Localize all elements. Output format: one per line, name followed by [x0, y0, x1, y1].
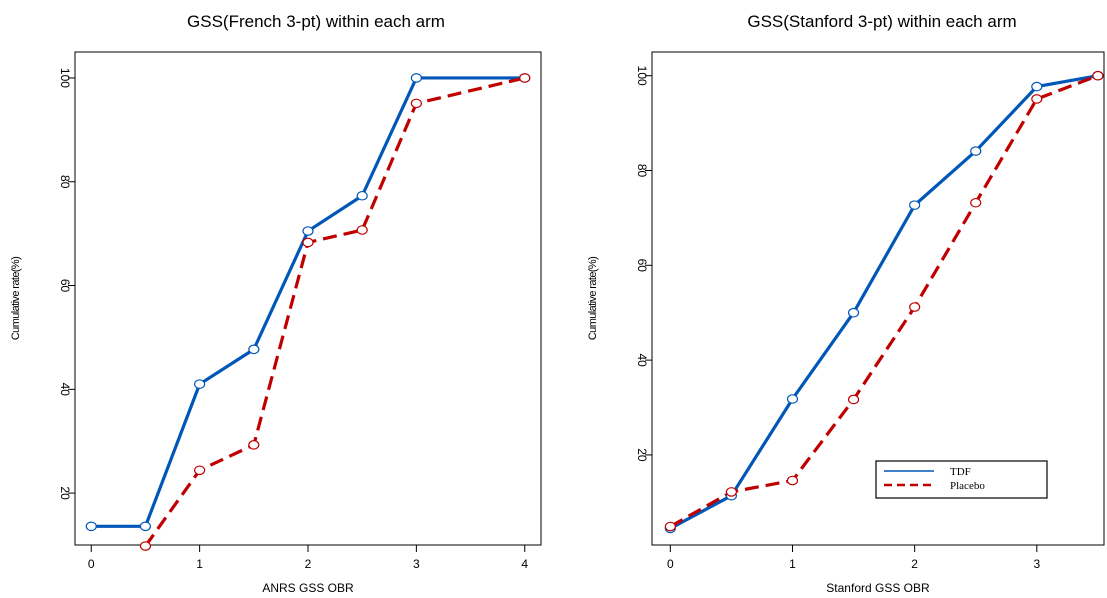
chart-panel-2: GSS(Stanford 3-pt) within each arm 0 1 2 3 20…	[587, 12, 1105, 595]
data-point-tdf	[139, 521, 152, 532]
legend: TDF Placebo	[875, 460, 1048, 499]
x-tick-label: 3	[1033, 557, 1040, 571]
series-line-placebo	[669, 74, 1099, 528]
data-point-tdf	[1031, 81, 1043, 92]
data-point-tdf	[302, 226, 314, 236]
plot-frame	[651, 51, 1105, 546]
data-point-placebo	[248, 440, 260, 450]
y-tick-label: 20	[58, 486, 72, 500]
data-point-tdf	[909, 200, 921, 210]
chart-panel-1: GSS(French 3-pt) within each arm 0 1 2 3 4 20 4…	[10, 12, 542, 595]
data-point-placebo	[139, 541, 152, 551]
x-axis-label: Stanford GSS OBR	[826, 581, 930, 595]
series-line-placebo	[144, 76, 526, 547]
data-point-placebo	[970, 197, 982, 208]
x-tick-label: 2	[305, 557, 312, 571]
data-point-tdf	[194, 379, 206, 389]
data-point-tdf	[356, 190, 368, 201]
data-point-tdf	[847, 307, 860, 318]
x-tick-label: 0	[667, 557, 674, 571]
x-tick-label: 1	[789, 557, 796, 571]
plot-frame	[74, 51, 542, 546]
y-tick-label: 60	[58, 279, 72, 293]
data-point-placebo	[909, 302, 921, 312]
data-point-tdf	[410, 73, 422, 83]
data-point-tdf	[970, 146, 982, 156]
data-point-placebo	[410, 98, 422, 109]
y-tick-label: 80	[58, 175, 72, 189]
series-line-tdf	[669, 74, 1099, 530]
data-point-placebo	[847, 394, 860, 405]
data-point-placebo	[519, 73, 531, 83]
data-point-placebo	[356, 225, 368, 235]
y-tick-label: 60	[635, 259, 649, 273]
series-line-tdf	[91, 76, 525, 528]
legend-label-placebo: Placebo	[950, 480, 985, 492]
y-tick-label: 100	[635, 66, 649, 86]
data-point-tdf	[786, 394, 799, 404]
x-tick-label: 3	[413, 557, 420, 571]
legend-label-tdf: TDF	[950, 466, 971, 478]
data-point-tdf	[248, 344, 260, 355]
y-tick-label: 40	[58, 383, 72, 397]
x-tick-label: 2	[911, 557, 918, 571]
data-point-placebo	[194, 465, 206, 476]
x-tick-label: 0	[88, 557, 95, 571]
x-axis-label: ANRS GSS OBR	[262, 581, 354, 595]
data-point-tdf	[85, 521, 97, 532]
chart-title: GSS(Stanford 3-pt) within each arm	[747, 12, 1016, 31]
y-tick-label: 80	[635, 164, 649, 178]
y-tick-label: 40	[635, 353, 649, 367]
legend-box	[875, 460, 1048, 499]
y-axis-label: Cumulative rate(%)	[587, 257, 599, 340]
x-tick-label: 4	[521, 557, 528, 571]
chart-title: GSS(French 3-pt) within each arm	[187, 12, 445, 31]
y-tick-label: 20	[635, 448, 649, 462]
data-point-placebo	[664, 521, 676, 532]
x-tick-label: 1	[196, 557, 203, 571]
y-axis-label: Cumulative rate(%)	[10, 257, 22, 340]
data-point-placebo	[725, 487, 738, 497]
y-tick-label: 100	[58, 68, 72, 88]
data-point-placebo	[1031, 94, 1043, 104]
data-point-placebo	[302, 237, 314, 248]
data-point-placebo	[1092, 70, 1104, 81]
data-point-placebo	[786, 475, 799, 486]
